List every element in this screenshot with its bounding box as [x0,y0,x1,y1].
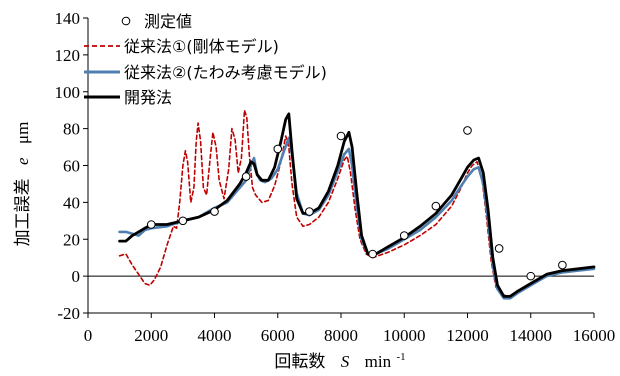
x-tick-label: 0 [84,326,93,345]
axes [83,17,595,318]
y-tick-label: -20 [57,304,80,323]
y-tick-label: 140 [55,9,81,28]
y-tick-label: 100 [55,83,81,102]
data-point-measured [463,126,472,135]
x-axis-unit-exponent: -1 [397,351,406,363]
legend: 測定値 従来法①(剛体モデル) 従来法②(たわみ考慮モデル) 開発法 [84,12,327,107]
x-tick-label: 6000 [261,326,295,345]
y-axis-unit: μm [13,122,32,144]
x-tick-label: 4000 [198,326,232,345]
data-point-measured [273,144,283,154]
y-axis-label: 加工誤差 [13,178,33,246]
x-tick-label: 2000 [134,326,168,345]
x-tick-label: 16000 [573,326,616,345]
data-point-measured [241,172,251,181]
x-tick-label: 14000 [510,326,553,345]
legend-marker-measured [121,16,131,26]
x-axis-symbol: S [341,352,350,371]
y-axis-symbol: e [13,157,32,165]
data-point-measured [178,216,188,226]
y-tick-label: 40 [63,193,80,212]
y-tick-label: 80 [63,120,80,139]
legend-label-measured: 測定値 [144,12,192,31]
series-line-3 [118,112,596,298]
y-tick-label: 20 [63,230,80,249]
y-tick-label: 0 [72,267,81,286]
series-layer [118,109,596,300]
x-tick-label: 10000 [383,326,426,345]
data-point-measured [526,271,536,281]
legend-label-developed: 開発法 [124,88,172,107]
y-tick-label: 120 [55,46,81,65]
x-axis-unit: min [365,352,392,371]
data-point-measured [431,201,441,211]
data-point-measured [368,249,377,259]
data-point-measured [399,231,409,240]
y-axis-title: 加工誤差 e μm [13,122,33,247]
y-tick-label: 60 [63,157,80,176]
data-point-measured [146,220,156,229]
series-line-1 [118,109,595,298]
x-axis-label: 回転数 [274,352,325,372]
legend-label-conventional-1: 従来法①(剛体モデル) [124,37,279,56]
data-point-measured [494,244,504,253]
data-point-measured [305,207,314,216]
data-point-measured [210,207,219,216]
data-point-measured [336,131,346,141]
x-tick-label: 8000 [324,326,358,345]
legend-label-conventional-2: 従来法②(たわみ考慮モデル) [124,63,327,82]
data-point-measured [558,260,567,270]
x-tick-label: 12000 [446,326,489,345]
x-axis-title: 回転数 S min -1 [274,351,405,372]
